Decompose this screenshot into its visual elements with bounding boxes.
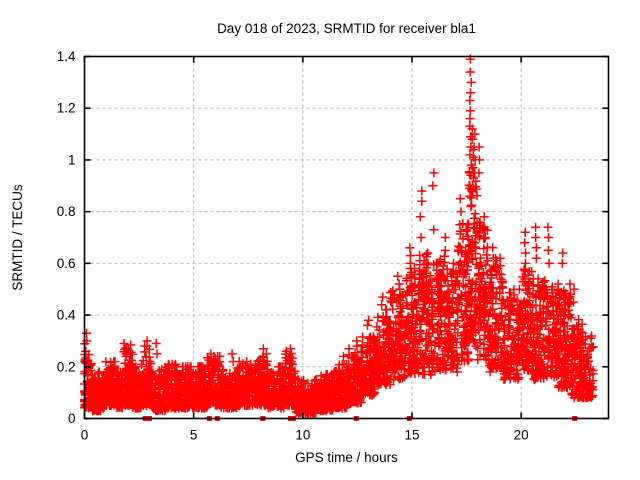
y-tick-label: 1 (68, 152, 76, 167)
y-tick-label: 1.2 (57, 101, 76, 116)
y-tick-label: 1.4 (57, 49, 76, 64)
y-tick-label: 0.2 (57, 359, 76, 374)
x-tick-label: 0 (81, 428, 89, 443)
y-tick-label: 0.6 (57, 256, 76, 271)
x-tick-label: 15 (404, 428, 419, 443)
x-tick-label: 10 (295, 428, 310, 443)
y-axis-label: SRMTID / TECUs (10, 184, 25, 291)
plot-border (83, 55, 610, 420)
axis-tick-marks (83, 55, 609, 420)
y-tick-label: 0.4 (57, 308, 76, 323)
y-tick-label: 0.8 (57, 204, 76, 219)
data-plus-markers (80, 54, 598, 418)
y-tick-label: 0 (68, 411, 76, 426)
scatter-points (80, 54, 598, 418)
axis-tick-labels: 0 5 10 15 20 0 0.2 0.4 0.6 0.8 1 1.2 1.4 (57, 49, 529, 443)
x-tick-label: 20 (514, 428, 529, 443)
x-axis-label: GPS time / hours (295, 450, 398, 465)
x-tick-label: 5 (190, 428, 198, 443)
chart-title: Day 018 of 2023, SRMTID for receiver bla… (217, 21, 476, 36)
